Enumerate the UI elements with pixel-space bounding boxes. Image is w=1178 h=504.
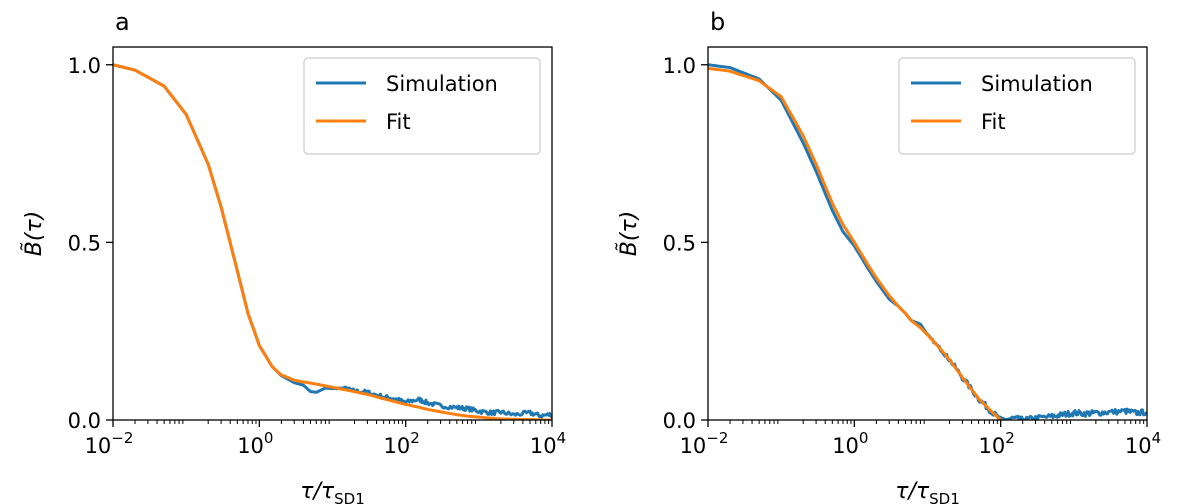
y-tick-label: 0.5 (663, 231, 696, 255)
x-axis-label-main: τ/τ (895, 479, 930, 504)
x-tick-exponent: 2 (1005, 429, 1015, 447)
y-axis-label: B̃(τ) (616, 211, 642, 257)
y-tick-label: 0.0 (68, 409, 101, 433)
x-axis-label-subscript: SD1 (334, 490, 365, 504)
legend-label: Fit (981, 110, 1006, 134)
y-tick-label: 1.0 (663, 54, 696, 78)
axes-frame (112, 46, 553, 421)
x-tick-label: 102 (384, 429, 420, 458)
panel-a: a 10−2 100 102 104 0.0 0.5 1.0 τ/τSD1 B̃(τ) Simula… (21, 8, 566, 504)
x-tick-exponent: 4 (1152, 429, 1162, 447)
x-tick-exponent: 4 (557, 429, 567, 447)
x-tick-label: 10−2 (680, 429, 729, 458)
series-line-fit (708, 66, 1002, 420)
x-tick-label: 102 (979, 429, 1015, 458)
series-group (113, 63, 552, 420)
x-tick-exponent: 0 (859, 429, 869, 447)
panel-label: b (710, 8, 725, 36)
legend-label: Simulation (981, 72, 1093, 96)
legend-label: Simulation (386, 72, 498, 96)
x-tick-label: 100 (832, 429, 868, 458)
x-tick-label: 104 (1125, 429, 1161, 458)
x-axis-label: τ/τSD1 (300, 479, 365, 504)
y-tick-label: 0.0 (663, 409, 696, 433)
x-axis-label: τ/τSD1 (895, 479, 960, 504)
series-line-fit (113, 63, 552, 420)
x-axis-label-main: τ/τ (300, 479, 335, 504)
x-tick-label: 100 (237, 429, 273, 458)
x-tick-label: 104 (530, 429, 566, 458)
panel-b: b 10−2 100 102 104 0.0 0.5 1.0 τ/τSD1 B̃(τ) Simula… (616, 8, 1161, 504)
x-tick-exponent: −2 (706, 429, 728, 447)
y-axis-label: B̃(τ) (21, 211, 47, 257)
x-axis-label-subscript: SD1 (929, 490, 960, 504)
legend-label: Fit (386, 110, 411, 134)
x-tick-exponent: 0 (264, 429, 274, 447)
x-tick-label: 10−2 (85, 429, 134, 458)
y-tick-label: 0.5 (68, 231, 101, 255)
series-group (708, 63, 1147, 420)
x-tick-exponent: 2 (410, 429, 420, 447)
panel-label: a (115, 8, 130, 36)
axes-frame (707, 46, 1148, 421)
y-tick-label: 1.0 (68, 54, 101, 78)
x-tick-exponent: −2 (111, 429, 133, 447)
